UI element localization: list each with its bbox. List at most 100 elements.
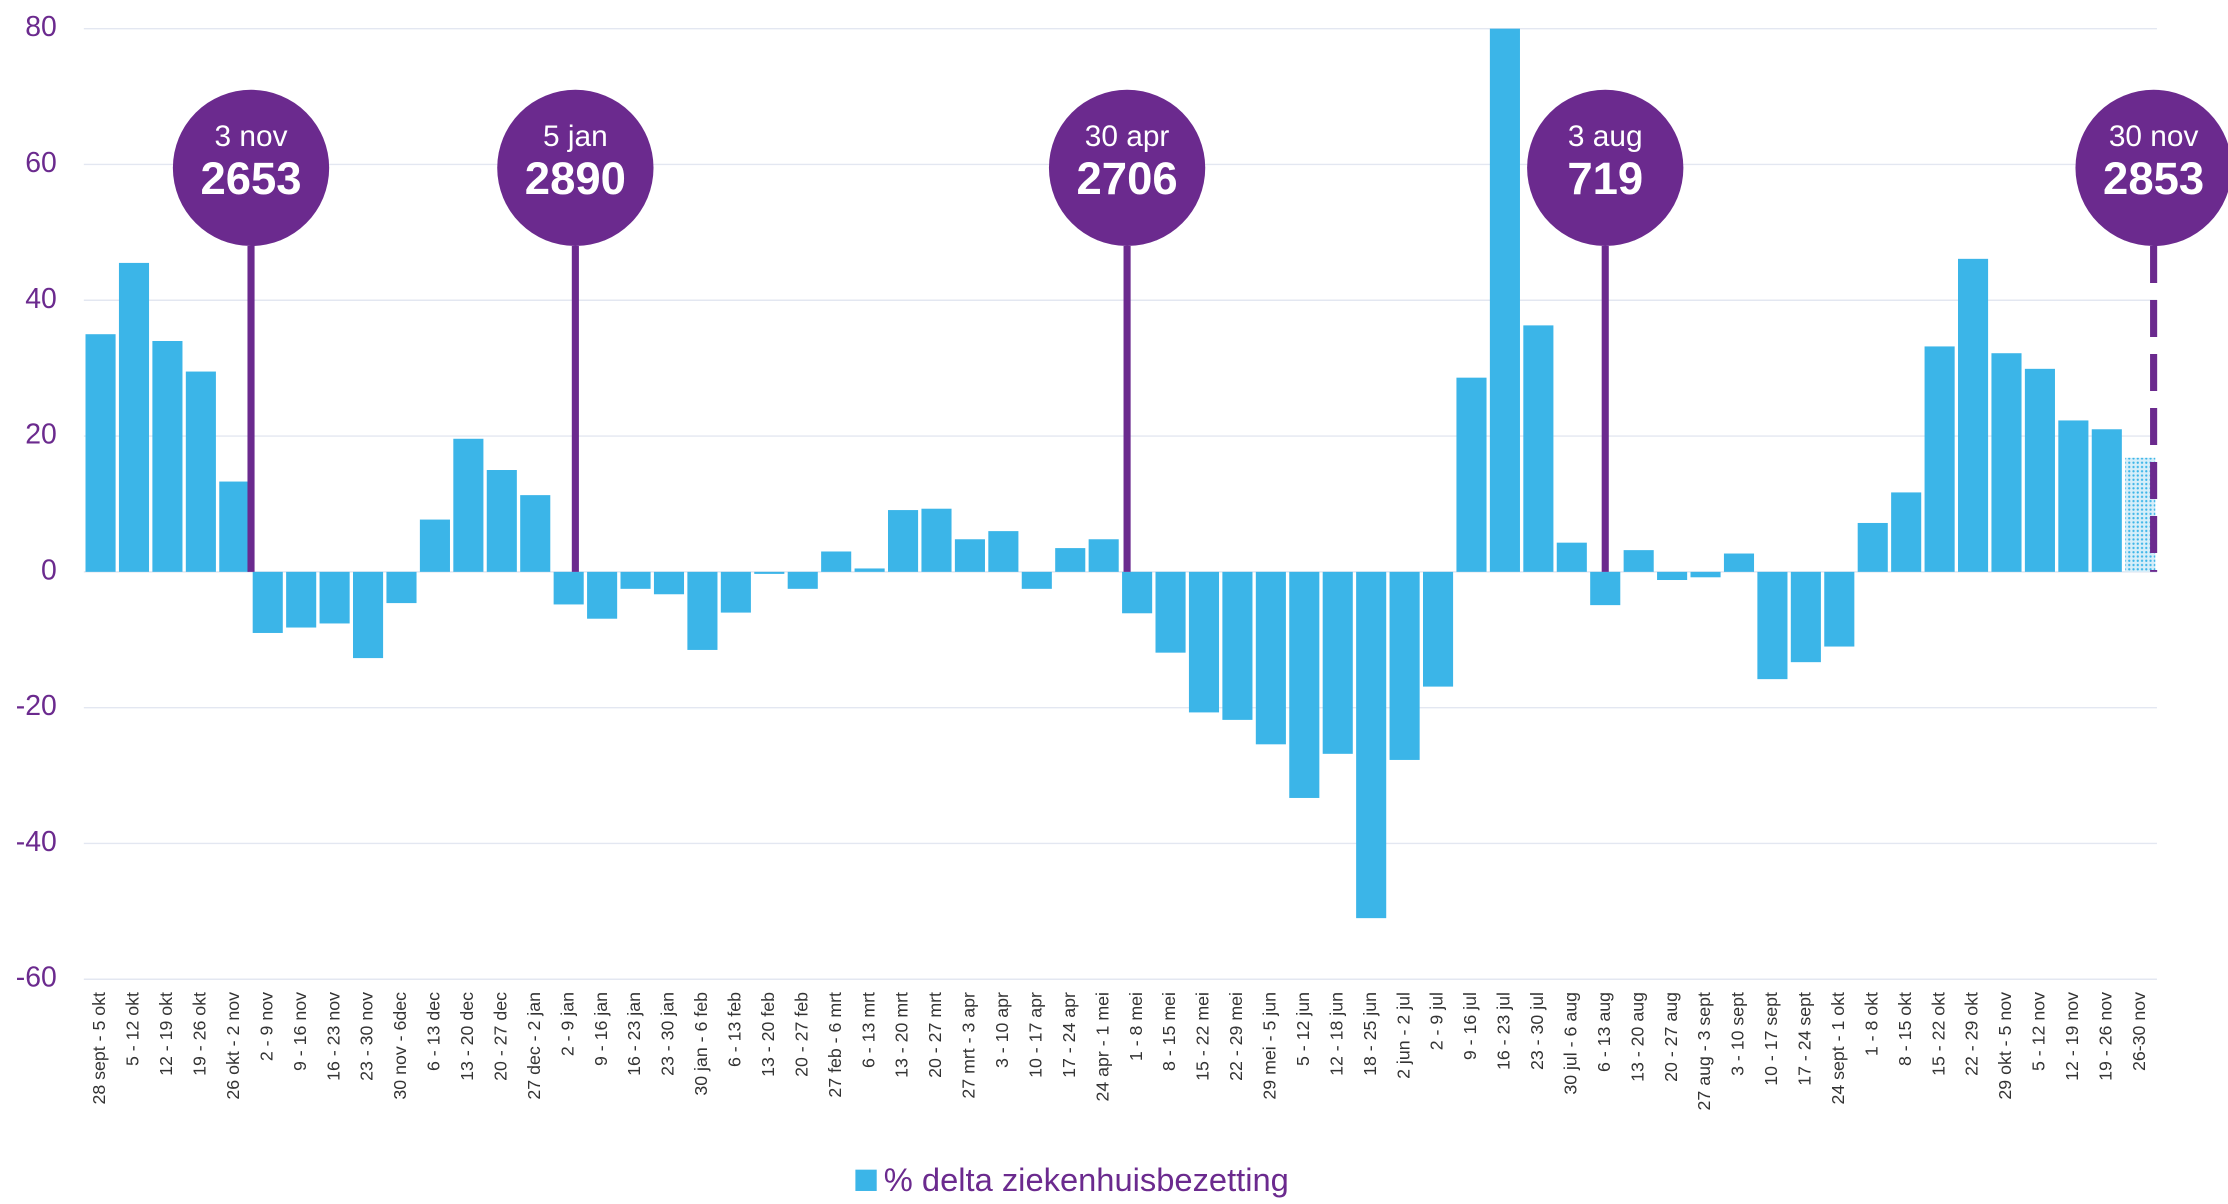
bar [2091,429,2122,572]
x-tick-label: 8 - 15 okt [1895,992,1915,1066]
bar [486,470,517,572]
bar [988,531,1019,572]
bar [1523,325,1554,572]
bar [720,571,751,613]
x-tick-label: 23 - 30 jan [658,992,678,1076]
legend-label: % delta ziekenhuisbezetting [884,1161,1289,1198]
bar [1088,539,1119,572]
bar [1055,548,1086,572]
x-tick-label: 27 mrt - 3 apr [959,992,979,1099]
x-tick-label: 23 - 30 jul [1527,992,1547,1070]
x-tick-label: 1 - 8 mei [1126,992,1146,1061]
bar [854,568,885,572]
x-tick-label: 13 - 20 aug [1627,992,1647,1082]
bar [1857,522,1888,572]
x-tick-label: 12 - 19 okt [156,992,176,1076]
x-tick-label: 5 - 12 jun [1293,992,1313,1066]
x-tick-label: 15 - 22 okt [1928,992,1948,1076]
bar [1657,571,1688,581]
bar [1590,571,1621,606]
x-tick-label: 17 - 24 apr [1059,992,1079,1078]
x-tick-label: 9 - 16 jan [591,992,611,1066]
bar [787,571,818,589]
bar [1188,571,1220,713]
y-tick-label: -40 [16,826,57,858]
bar [185,371,216,572]
bar [1991,353,2022,572]
bar [1456,377,1487,572]
x-tick-label: 27 feb - 6 mrt [825,992,845,1098]
annotation-circle [1527,89,1684,247]
x-tick-label: 19 - 26 nov [2095,992,2115,1081]
x-tick-label: 2 - 9 nov [256,992,276,1061]
x-tick-label: 29 mei - 5 jun [1260,992,1280,1100]
bar [386,571,417,604]
x-tick-label: 20 - 27 aug [1661,992,1681,1082]
annotation-value: 2706 [1077,153,1178,204]
bar [1757,571,1788,680]
bar [1389,571,1420,760]
x-tick-label: 12 - 18 jun [1326,992,1346,1076]
x-tick-label: 24 sept - 1 okt [1828,992,1848,1105]
annotation-date: 3 aug [1568,120,1643,153]
x-tick-label: 6 - 13 aug [1594,992,1614,1072]
x-tick-label: 22 - 29 okt [1962,992,1982,1076]
x-tick-label: 5 - 12 okt [123,992,143,1066]
x-tick-label: 12 - 19 nov [2062,992,2082,1081]
x-tick-label: 16 - 23 jan [624,992,644,1076]
x-tick-label: 16 - 23 jul [1494,992,1514,1070]
bar [1423,571,1454,687]
x-tick-label: 13 - 20 dec [457,992,477,1081]
bar [1790,571,1821,663]
x-tick-label: 30 nov - 6dec [390,992,410,1100]
bar [152,340,183,572]
bar [85,334,116,572]
bar [1723,553,1755,572]
annotation-value: 2653 [200,153,301,204]
y-tick-label: 80 [25,11,57,43]
bar [520,495,551,572]
legend-swatch [855,1169,877,1191]
x-tick-label: 29 okt - 5 nov [1995,992,2015,1100]
bar [286,571,317,628]
bar [1122,571,1153,614]
bar [319,571,350,624]
x-tick-label: 27 dec - 2 jan [524,992,544,1100]
bar [1623,550,1654,572]
bar [1322,571,1353,754]
x-tick-label: 19 - 26 okt [190,992,210,1076]
bar [219,481,250,572]
x-tick-label: 8 - 15 mei [1159,992,1179,1071]
bar [888,510,919,572]
x-tick-label: 30 jul - 6 aug [1560,992,1580,1095]
x-tick-label: 20 - 27 feb [791,992,811,1077]
annotation-circle [1048,89,1206,247]
bar [1924,346,1955,572]
bar [754,571,785,574]
annotation-value: 2853 [2103,153,2204,204]
x-tick-label: 3 - 10 apr [992,992,1012,1068]
bar [1021,571,1052,589]
bar [954,539,985,572]
x-tick-label: 15 - 22 mei [1193,992,1213,1081]
bar [1255,571,1286,745]
bar [1958,258,1989,572]
bar [419,519,450,572]
bar [2058,420,2089,572]
y-tick-label: -60 [16,962,57,994]
y-tick-label: 40 [25,283,57,315]
x-tick-label: 6 - 13 feb [725,992,745,1067]
y-tick-label: 20 [25,419,57,451]
bar [118,262,150,572]
bar [653,571,685,595]
annotation-circle [172,89,330,247]
x-tick-label: 27 aug - 3 sept [1694,992,1714,1110]
x-tick-label: 13 - 20 feb [758,992,778,1077]
x-tick-label: 26 okt - 2 nov [223,992,243,1100]
x-tick-label: 3 - 10 sept [1728,992,1748,1076]
bar [587,571,618,619]
x-tick-label: 2 - 9 jan [557,992,577,1056]
annotation-date: 5 jan [543,120,608,153]
bar [553,571,584,605]
annotation-value: 2890 [525,153,626,204]
